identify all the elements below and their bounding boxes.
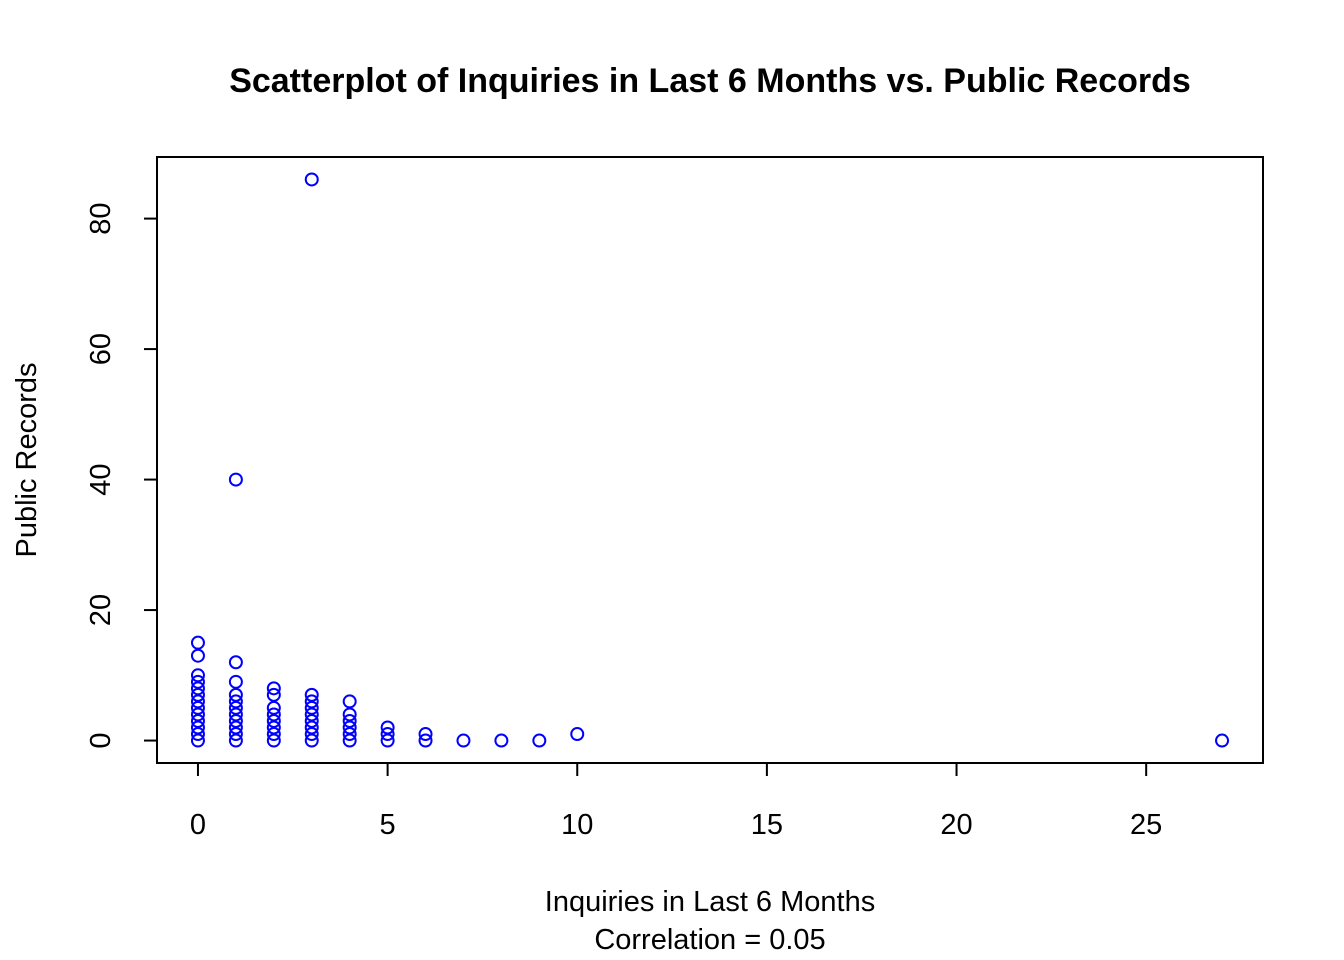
data-point [266,707,281,722]
x-tick-label: 0 [190,809,206,841]
data-point [190,668,205,683]
y-axis-label: Public Records [11,362,43,557]
data-point [190,674,205,689]
data-point [380,727,395,742]
data-point [228,694,243,709]
x-tick-label: 20 [940,809,972,841]
data-point [228,700,243,715]
data-points [190,172,1230,748]
data-point [228,707,243,722]
data-point [304,172,319,187]
data-point [190,694,205,709]
data-point [342,713,357,728]
data-point [570,727,585,742]
data-point [190,648,205,663]
data-point [266,727,281,742]
data-point [266,713,281,728]
data-point [228,727,243,742]
data-point [304,713,319,728]
data-point [190,733,205,748]
data-point [266,681,281,696]
data-point [342,733,357,748]
y-tick-label: 60 [85,333,117,365]
data-point [494,733,509,748]
data-point [304,694,319,709]
x-tick-label: 10 [561,809,593,841]
data-point [190,727,205,742]
data-point [342,727,357,742]
data-point [418,727,433,742]
data-point [1215,733,1230,748]
data-point [342,707,357,722]
data-point [304,707,319,722]
data-point [228,472,243,487]
data-point [456,733,471,748]
data-point [304,720,319,735]
data-point [190,707,205,722]
chart-title: Scatterplot of Inquiries in Last 6 Month… [229,62,1191,100]
data-point [228,687,243,702]
data-point [380,720,395,735]
y-tick-label: 0 [85,732,117,748]
data-point [266,687,281,702]
y-axis: 0 20 40 60 80 [85,202,158,749]
y-tick-label: 40 [85,463,117,495]
data-point [342,720,357,735]
data-point [228,720,243,735]
data-point [228,733,243,748]
data-point [190,681,205,696]
y-tick-label: 20 [85,594,117,626]
data-point [304,700,319,715]
data-point [228,713,243,728]
data-point [190,635,205,650]
plot-area-frame [156,156,1264,764]
data-point [190,720,205,735]
data-point [304,733,319,748]
data-point [304,687,319,702]
data-point [418,733,433,748]
data-point [380,733,395,748]
x-axis-label: Inquiries in Last 6 Months [545,886,875,918]
data-point [266,720,281,735]
y-tick-label: 80 [85,202,117,234]
data-point [190,713,205,728]
x-axis: 0 5 10 15 20 25 [190,762,1162,841]
data-point [190,687,205,702]
data-point [228,674,243,689]
data-point [304,727,319,742]
x-tick-label: 15 [751,809,783,841]
data-point [266,733,281,748]
data-point [532,733,547,748]
data-point [342,694,357,709]
data-point [190,700,205,715]
x-tick-label: 25 [1130,809,1162,841]
data-point [228,655,243,670]
x-axis-subtitle: Correlation = 0.05 [594,924,825,956]
x-tick-label: 5 [380,809,396,841]
data-point [266,700,281,715]
